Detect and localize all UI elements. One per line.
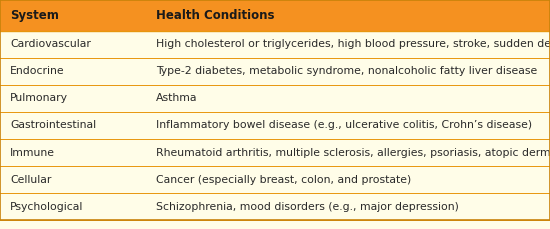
Bar	[0, 0, 550, 31]
Text: Health Conditions: Health Conditions	[156, 9, 274, 22]
Bar	[0, 85, 550, 112]
Text: Gastrointestinal: Gastrointestinal	[10, 120, 96, 131]
Bar	[0, 31, 550, 58]
Text: Immune: Immune	[10, 147, 55, 158]
Text: Cellular: Cellular	[10, 174, 51, 185]
Bar	[0, 139, 550, 166]
Text: High cholesterol or triglycerides, high blood pressure, stroke, sudden death: High cholesterol or triglycerides, high …	[156, 39, 550, 49]
Text: Rheumatoid arthritis, multiple sclerosis, allergies, psoriasis, atopic dermatiti: Rheumatoid arthritis, multiple sclerosis…	[156, 147, 550, 158]
Text: System: System	[10, 9, 59, 22]
Text: Pulmonary: Pulmonary	[10, 93, 68, 104]
Text: Type-2 diabetes, metabolic syndrome, nonalcoholic fatty liver disease: Type-2 diabetes, metabolic syndrome, non…	[156, 66, 537, 76]
Text: Cardiovascular: Cardiovascular	[10, 39, 91, 49]
Text: Schizophrenia, mood disorders (e.g., major depression): Schizophrenia, mood disorders (e.g., maj…	[156, 202, 459, 212]
Text: Endocrine: Endocrine	[10, 66, 64, 76]
Bar	[0, 58, 550, 85]
Text: Cancer (especially breast, colon, and prostate): Cancer (especially breast, colon, and pr…	[156, 174, 411, 185]
Bar	[0, 166, 550, 193]
Bar	[0, 193, 550, 220]
Bar	[0, 112, 550, 139]
Text: Asthma: Asthma	[156, 93, 197, 104]
Text: Psychological: Psychological	[10, 202, 83, 212]
Text: Inflammatory bowel disease (e.g., ulcerative colitis, Crohn’s disease): Inflammatory bowel disease (e.g., ulcera…	[156, 120, 532, 131]
